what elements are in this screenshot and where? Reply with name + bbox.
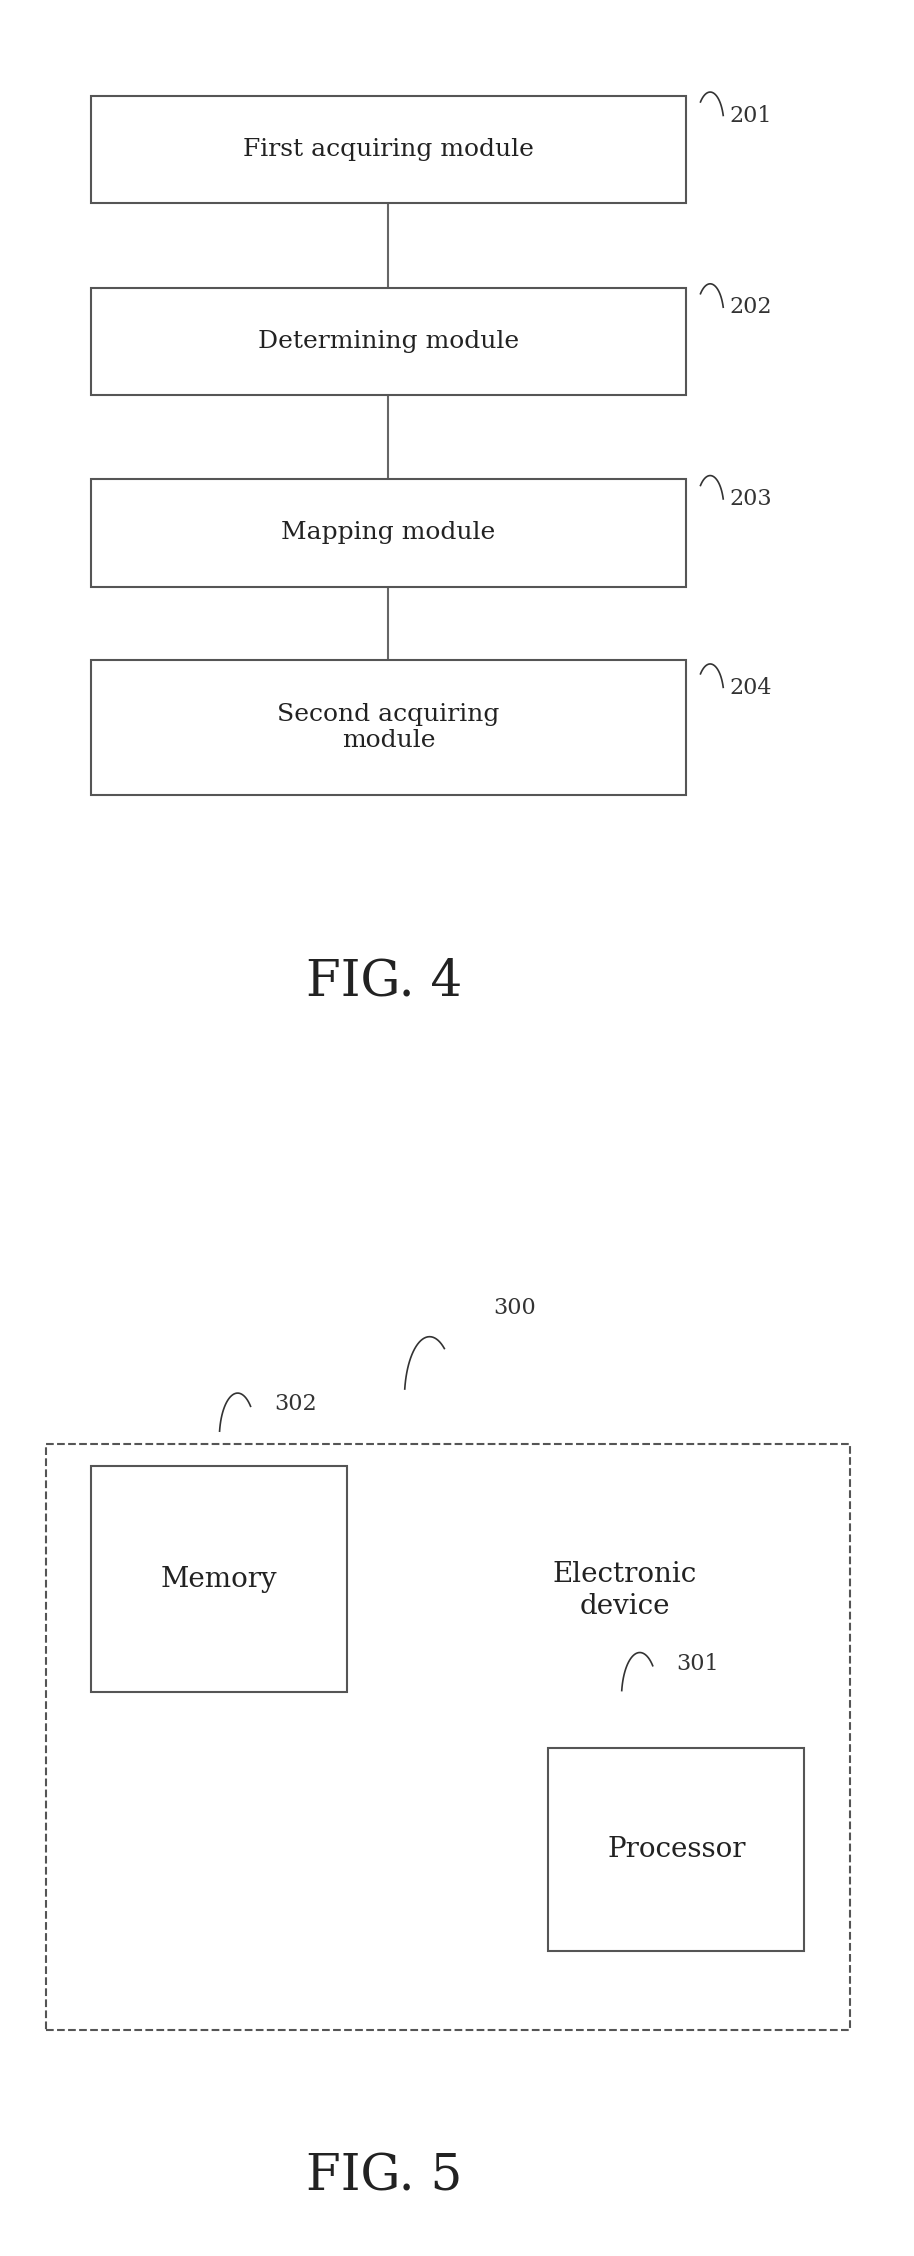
Text: 302: 302 (274, 1394, 317, 1415)
Text: Determining module: Determining module (258, 329, 519, 352)
FancyBboxPatch shape (91, 481, 686, 587)
FancyBboxPatch shape (91, 659, 686, 796)
Text: FIG. 4: FIG. 4 (306, 957, 462, 1006)
Text: Mapping module: Mapping module (282, 521, 495, 544)
Text: 201: 201 (729, 104, 771, 126)
Text: Memory: Memory (161, 1566, 278, 1593)
FancyBboxPatch shape (46, 1444, 850, 2030)
Text: 203: 203 (729, 487, 772, 510)
Text: Processor: Processor (607, 1836, 746, 1863)
Text: 300: 300 (494, 1297, 537, 1320)
FancyBboxPatch shape (548, 1748, 804, 1951)
FancyBboxPatch shape (91, 1466, 347, 1692)
Text: Electronic
device: Electronic device (553, 1561, 697, 1620)
Text: 204: 204 (729, 677, 771, 699)
FancyBboxPatch shape (91, 289, 686, 395)
FancyBboxPatch shape (91, 97, 686, 203)
Text: FIG. 5: FIG. 5 (305, 2152, 462, 2202)
Text: 202: 202 (729, 296, 771, 318)
Text: Second acquiring
module: Second acquiring module (277, 704, 500, 751)
Text: 301: 301 (676, 1654, 719, 1674)
Text: First acquiring module: First acquiring module (243, 138, 534, 160)
